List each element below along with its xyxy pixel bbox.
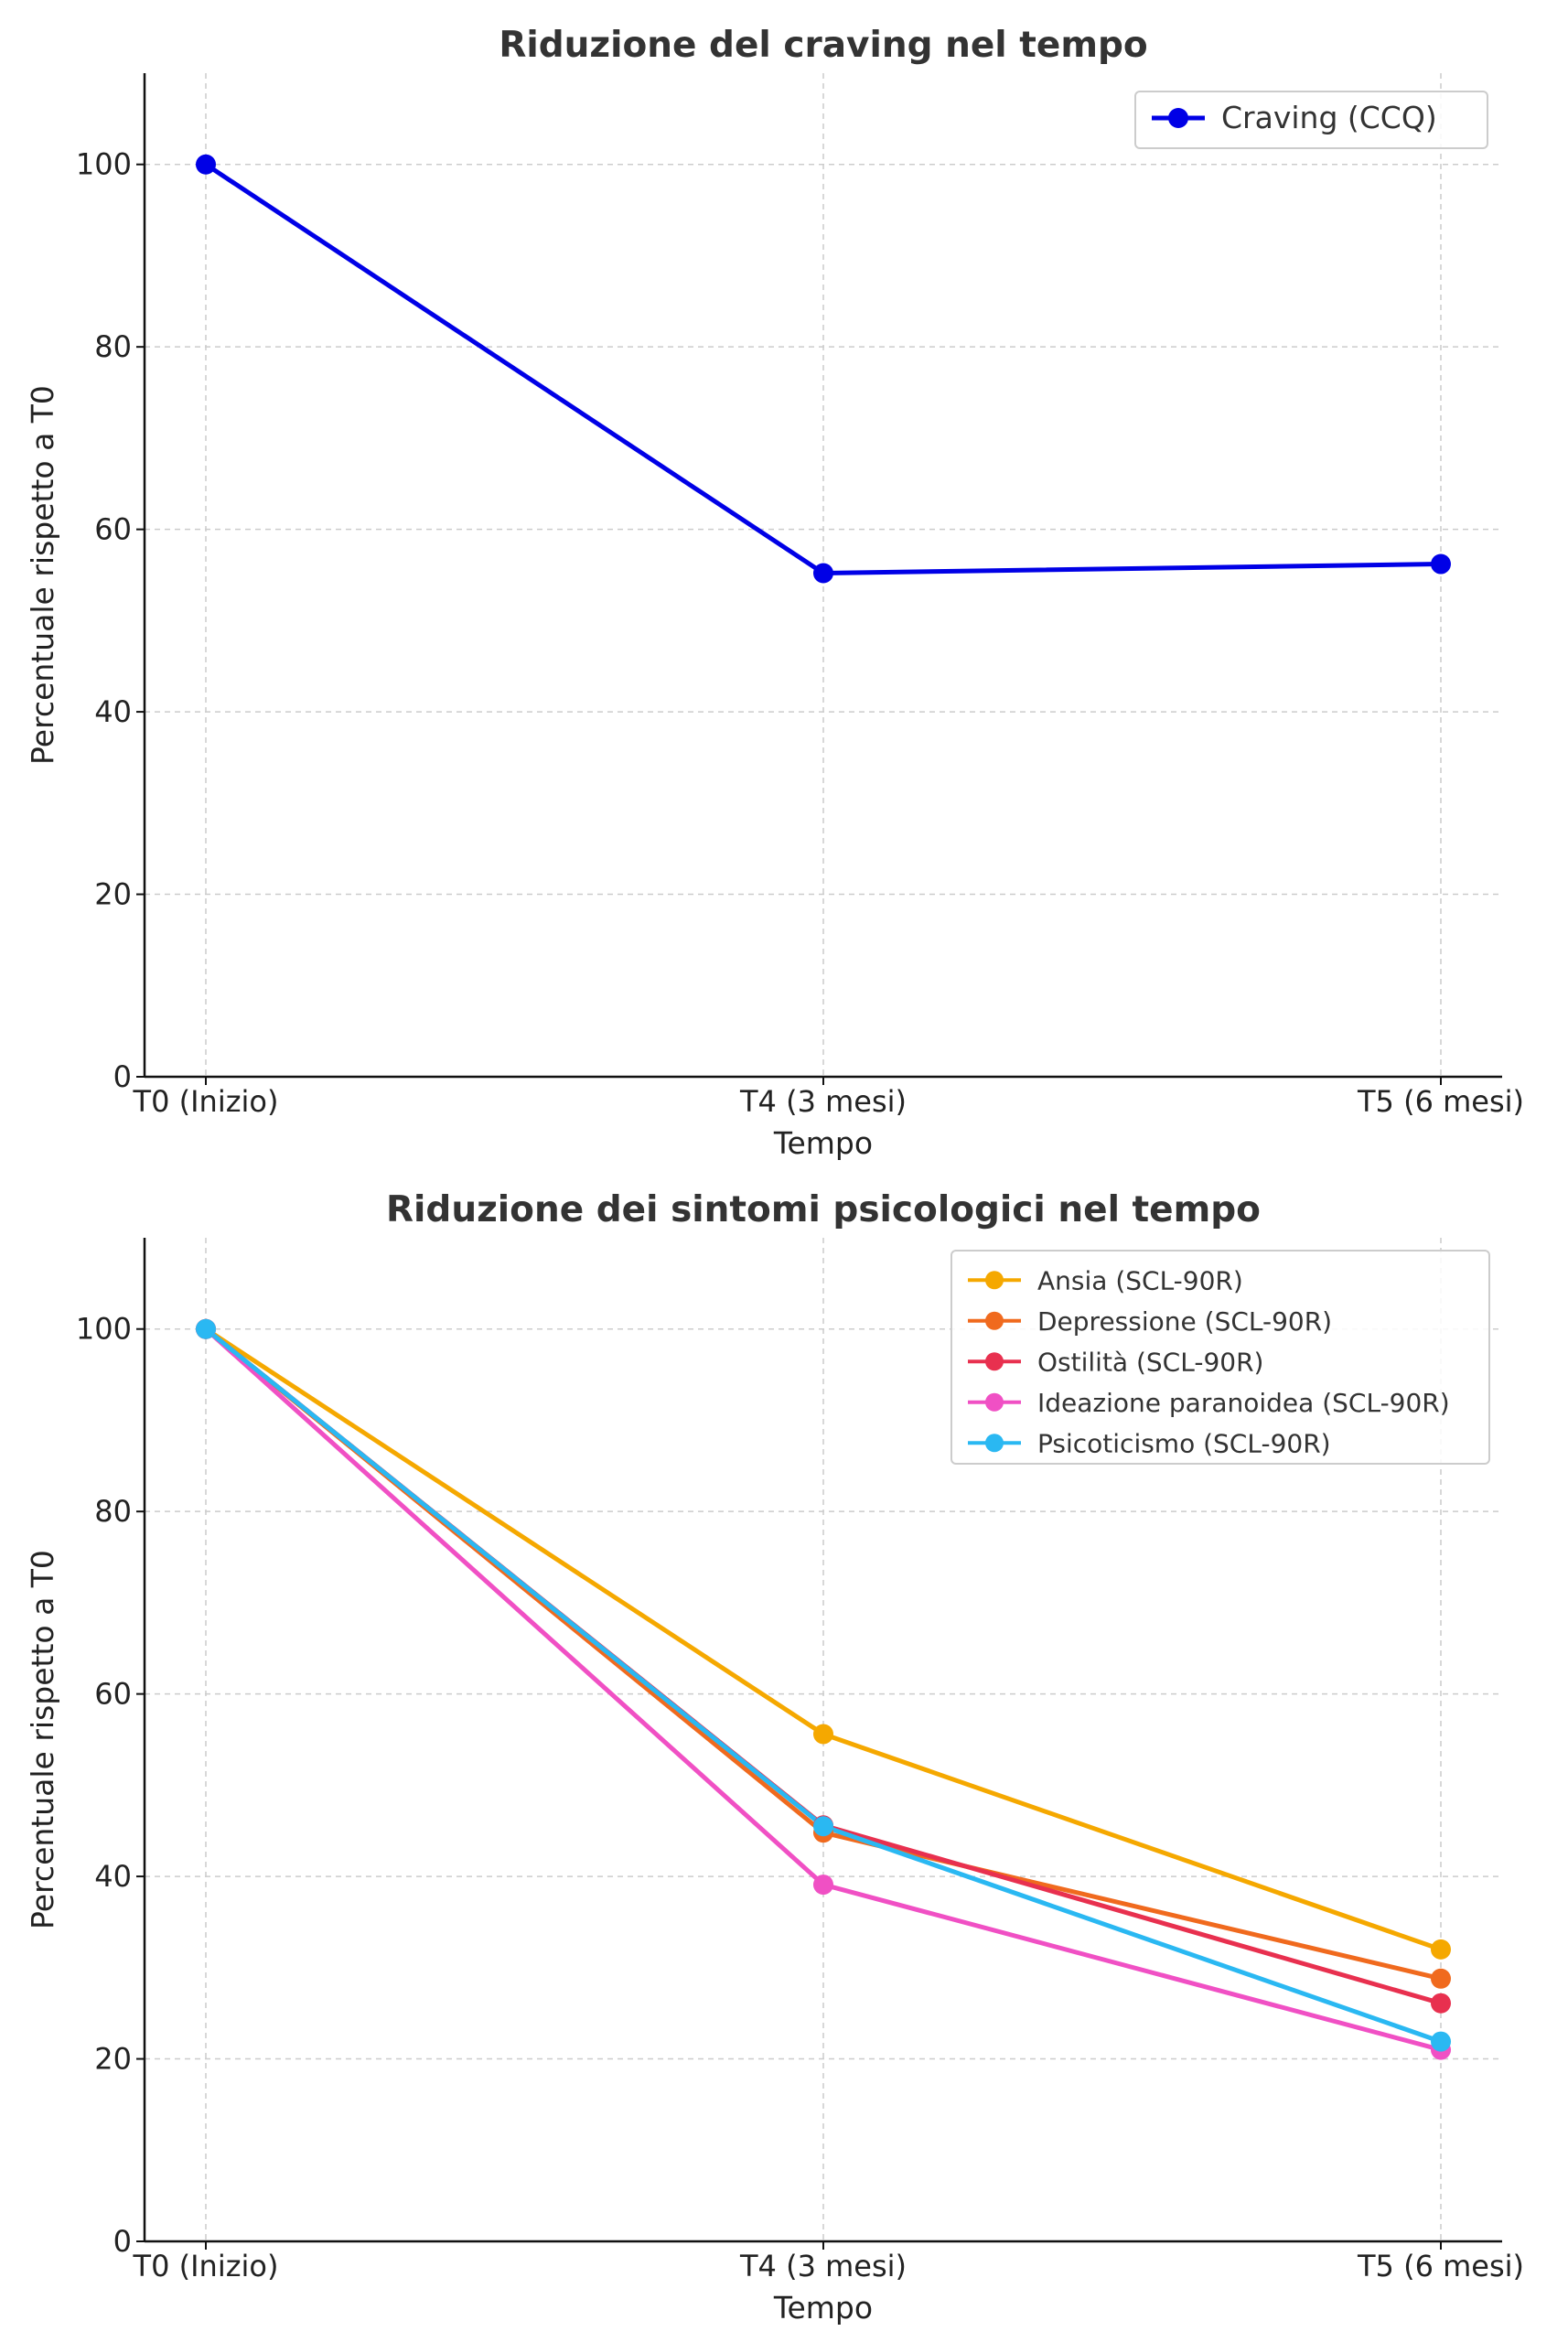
legend-marker xyxy=(985,1352,1004,1371)
y-tick-label: 80 xyxy=(94,1494,132,1529)
chart-2: 0 20 40 60 80 100 T0 (Inizio) T4 (3 mesi) T5 (6 … xyxy=(25,1189,1524,2326)
legend-marker xyxy=(985,1271,1004,1290)
y-tick-label: 80 xyxy=(94,329,132,364)
data-point xyxy=(1431,1939,1451,1960)
legend-marker xyxy=(985,1311,1004,1330)
x-tick-label: T4 (3 mesi) xyxy=(739,1084,907,1119)
y-tick-label: 0 xyxy=(113,2224,132,2259)
legend-label: Craving (CCQ) xyxy=(1221,100,1437,135)
data-point xyxy=(196,154,216,175)
legend-label: Ansia (SCL-90R) xyxy=(1037,1265,1243,1295)
x-tick-label: T5 (6 mesi) xyxy=(1357,2249,1524,2283)
y-tick-label: 100 xyxy=(76,147,132,182)
x-axis-label: Tempo xyxy=(773,1125,873,1161)
y-axis-label: Percentuale rispetto a T0 xyxy=(25,1550,60,1929)
data-point xyxy=(813,1724,833,1745)
legend xyxy=(950,1250,1490,1465)
y-tick-label: 20 xyxy=(94,2042,132,2077)
chart-title: Riduzione dei sintomi psicologici nel te… xyxy=(386,1189,1261,1230)
data-point xyxy=(813,1816,833,1837)
x-tick-label: T0 (Inizio) xyxy=(133,2249,279,2283)
legend-marker xyxy=(985,1434,1004,1453)
x-tick-label: T0 (Inizio) xyxy=(133,1084,279,1119)
y-tick-label: 100 xyxy=(76,1312,132,1347)
legend-marker xyxy=(985,1392,1004,1412)
data-point xyxy=(196,1318,216,1339)
data-point xyxy=(813,563,833,584)
chart-1: 0 20 40 60 80 100 T0 (Inizio) T4 (3 mesi) T5 (6 … xyxy=(25,25,1524,1161)
y-tick-label: 0 xyxy=(113,1059,132,1094)
legend-label: Ostilità (SCL-90R) xyxy=(1037,1347,1263,1377)
x-axis-label: Tempo xyxy=(773,2290,873,2326)
y-tick-label: 40 xyxy=(94,1859,132,1894)
data-point xyxy=(813,1875,833,1896)
data-point xyxy=(1431,1968,1451,1989)
data-point xyxy=(1431,553,1451,575)
legend-label: Psicoticismo (SCL-90R) xyxy=(1037,1428,1331,1458)
y-tick-label: 20 xyxy=(94,877,132,912)
chart-title: Riduzione del craving nel tempo xyxy=(499,25,1147,66)
legend-label: Depressione (SCL-90R) xyxy=(1037,1306,1332,1337)
legend-label: Ideazione paranoidea (SCL-90R) xyxy=(1037,1388,1450,1418)
y-tick-label: 60 xyxy=(94,1677,132,1712)
y-tick-label: 40 xyxy=(94,694,132,729)
y-tick-label: 60 xyxy=(94,512,132,547)
data-point xyxy=(1431,1993,1451,2014)
x-tick-label: T4 (3 mesi) xyxy=(739,2249,907,2283)
legend-marker xyxy=(1168,108,1188,128)
x-tick-label: T5 (6 mesi) xyxy=(1357,1084,1524,1119)
data-point xyxy=(1431,2031,1451,2052)
legend xyxy=(1134,91,1488,149)
y-axis-label: Percentuale rispetto a T0 xyxy=(25,385,60,765)
